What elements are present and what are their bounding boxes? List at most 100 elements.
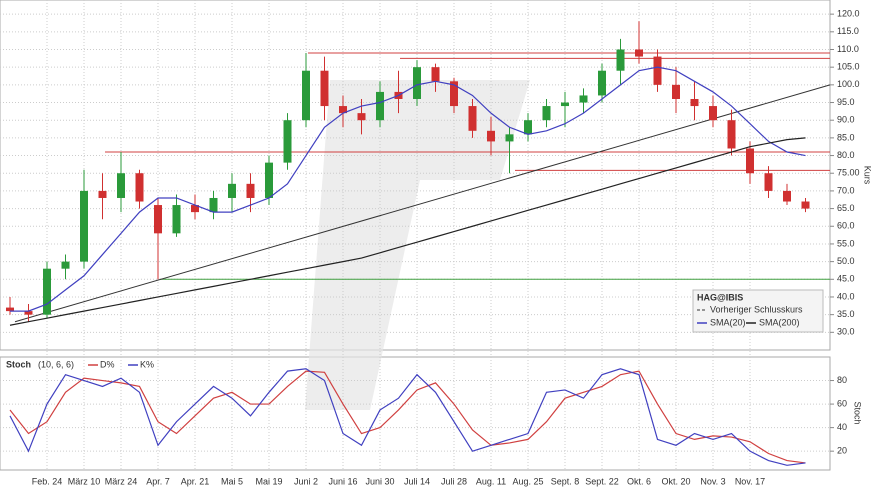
candle-body — [672, 84, 680, 99]
candle-body — [431, 67, 440, 82]
x-tick-label: Apr. 7 — [146, 476, 170, 486]
candle-body — [709, 106, 717, 121]
y-tick-label: 115.0 — [837, 26, 859, 36]
x-tick-label: Okt. 6 — [627, 476, 651, 486]
legend-label: K% — [140, 359, 154, 369]
legend-label: SMA(20) — [710, 317, 746, 327]
series-line — [9, 370, 806, 464]
y-tick-label: 60 — [837, 398, 847, 408]
candle-body — [246, 183, 255, 198]
x-tick-label: Feb. 24 — [32, 476, 63, 486]
x-tick-label: Aug. 11 — [476, 476, 506, 486]
x-tick-label: Aug. 25 — [512, 476, 543, 486]
candle-body — [524, 120, 532, 135]
y-tick-label: 110.0 — [837, 44, 859, 54]
candle-body — [320, 70, 329, 107]
x-tick-label: Mai 5 — [221, 476, 243, 486]
candle-body — [98, 190, 107, 198]
candle-body — [653, 56, 662, 85]
candle-body — [154, 205, 162, 234]
candle-body — [172, 205, 181, 234]
y-tick-label: 80 — [837, 375, 847, 385]
x-tick-label: Juni 2 — [294, 476, 318, 486]
candle-body — [690, 98, 699, 107]
candle-body — [764, 173, 773, 191]
y-tick-label: 30.0 — [837, 327, 855, 337]
y-tick-label: 120.0 — [837, 9, 860, 19]
y-tick-label: 90.0 — [837, 115, 855, 125]
candle-body — [376, 91, 384, 121]
candle-body — [561, 102, 569, 107]
y-tick-label: 20 — [837, 446, 847, 456]
candle-body — [302, 70, 310, 121]
y-tick-label: 95.0 — [837, 97, 855, 107]
legend: HAG@IBIS Vorheriger Schlusskurs SMA(20) … — [692, 289, 824, 333]
x-tick-label: Juli 28 — [441, 476, 467, 486]
stoch-params: (10, 6, 6) — [38, 359, 74, 369]
y-axis-title: Stoch — [853, 401, 863, 424]
y-tick-label: 75.00 — [837, 168, 860, 178]
trend-line — [14, 84, 831, 323]
candle-body — [487, 130, 495, 142]
y-tick-label: 105.0 — [837, 62, 860, 72]
y-tick-label: 85.0 — [837, 132, 855, 142]
y-tick-label: 60.0 — [837, 221, 855, 231]
legend-label: D% — [100, 359, 115, 369]
candle-body — [61, 261, 70, 269]
candle-body — [209, 197, 218, 213]
legend-title: HAG@IBIS — [697, 292, 743, 302]
y-tick-label: 45.0 — [837, 274, 855, 284]
candle-body — [80, 190, 88, 262]
x-tick-label: Juli 14 — [404, 476, 430, 486]
y-tick-label: 50.0 — [837, 256, 855, 266]
legend-label: Vorheriger Schlusskurs — [710, 304, 803, 314]
candle-body — [616, 49, 625, 71]
candle-body — [579, 95, 588, 103]
candle-body — [450, 81, 458, 107]
candle-body — [505, 134, 514, 142]
x-tick-label: März 24 — [105, 476, 138, 486]
candle-body — [783, 190, 791, 202]
y-tick-label: 35.0 — [837, 309, 855, 319]
y-tick-label: 55.0 — [837, 238, 855, 248]
y-axis-title: Kurs — [863, 166, 873, 185]
x-tick-label: Nov. 17 — [735, 476, 765, 486]
candle-body — [283, 120, 292, 163]
y-tick-label: 70.0 — [837, 185, 855, 195]
x-tick-label: März 10 — [68, 476, 101, 486]
x-tick-label: Nov. 3 — [700, 476, 725, 486]
candle-body — [598, 70, 606, 96]
legend-label: SMA(200) — [759, 317, 800, 327]
candle-body — [635, 49, 643, 57]
candle-body — [357, 113, 366, 121]
candle-body — [228, 183, 236, 198]
y-tick-label: 40.0 — [837, 291, 855, 301]
candle-body — [801, 201, 810, 209]
x-tick-label: Juni 30 — [365, 476, 394, 486]
x-tick-label: Mai 19 — [255, 476, 282, 486]
y-tick-label: 40 — [837, 422, 847, 432]
candle-body — [746, 148, 754, 174]
candle-body — [191, 205, 199, 213]
candle-body — [468, 106, 477, 131]
series-line — [10, 66, 806, 312]
candle-body — [265, 162, 273, 198]
x-tick-label: Okt. 20 — [661, 476, 690, 486]
stoch-panel — [0, 356, 831, 471]
stoch-title: Stoch — [6, 359, 31, 369]
series-line — [9, 368, 806, 466]
candle-body — [135, 173, 144, 202]
x-tick-label: Juni 16 — [328, 476, 357, 486]
y-tick-label: 80.0 — [837, 150, 855, 160]
y-tick-label: 100.0 — [837, 79, 860, 89]
candle-body — [24, 311, 33, 315]
watermark — [305, 80, 530, 410]
legend-box — [692, 289, 824, 333]
x-tick-label: Sept. 22 — [585, 476, 619, 486]
series-line — [9, 137, 806, 326]
candle-body — [727, 120, 736, 149]
y-tick-label: 65.0 — [837, 203, 855, 213]
candle-body — [339, 106, 347, 114]
candle-body — [117, 173, 125, 198]
